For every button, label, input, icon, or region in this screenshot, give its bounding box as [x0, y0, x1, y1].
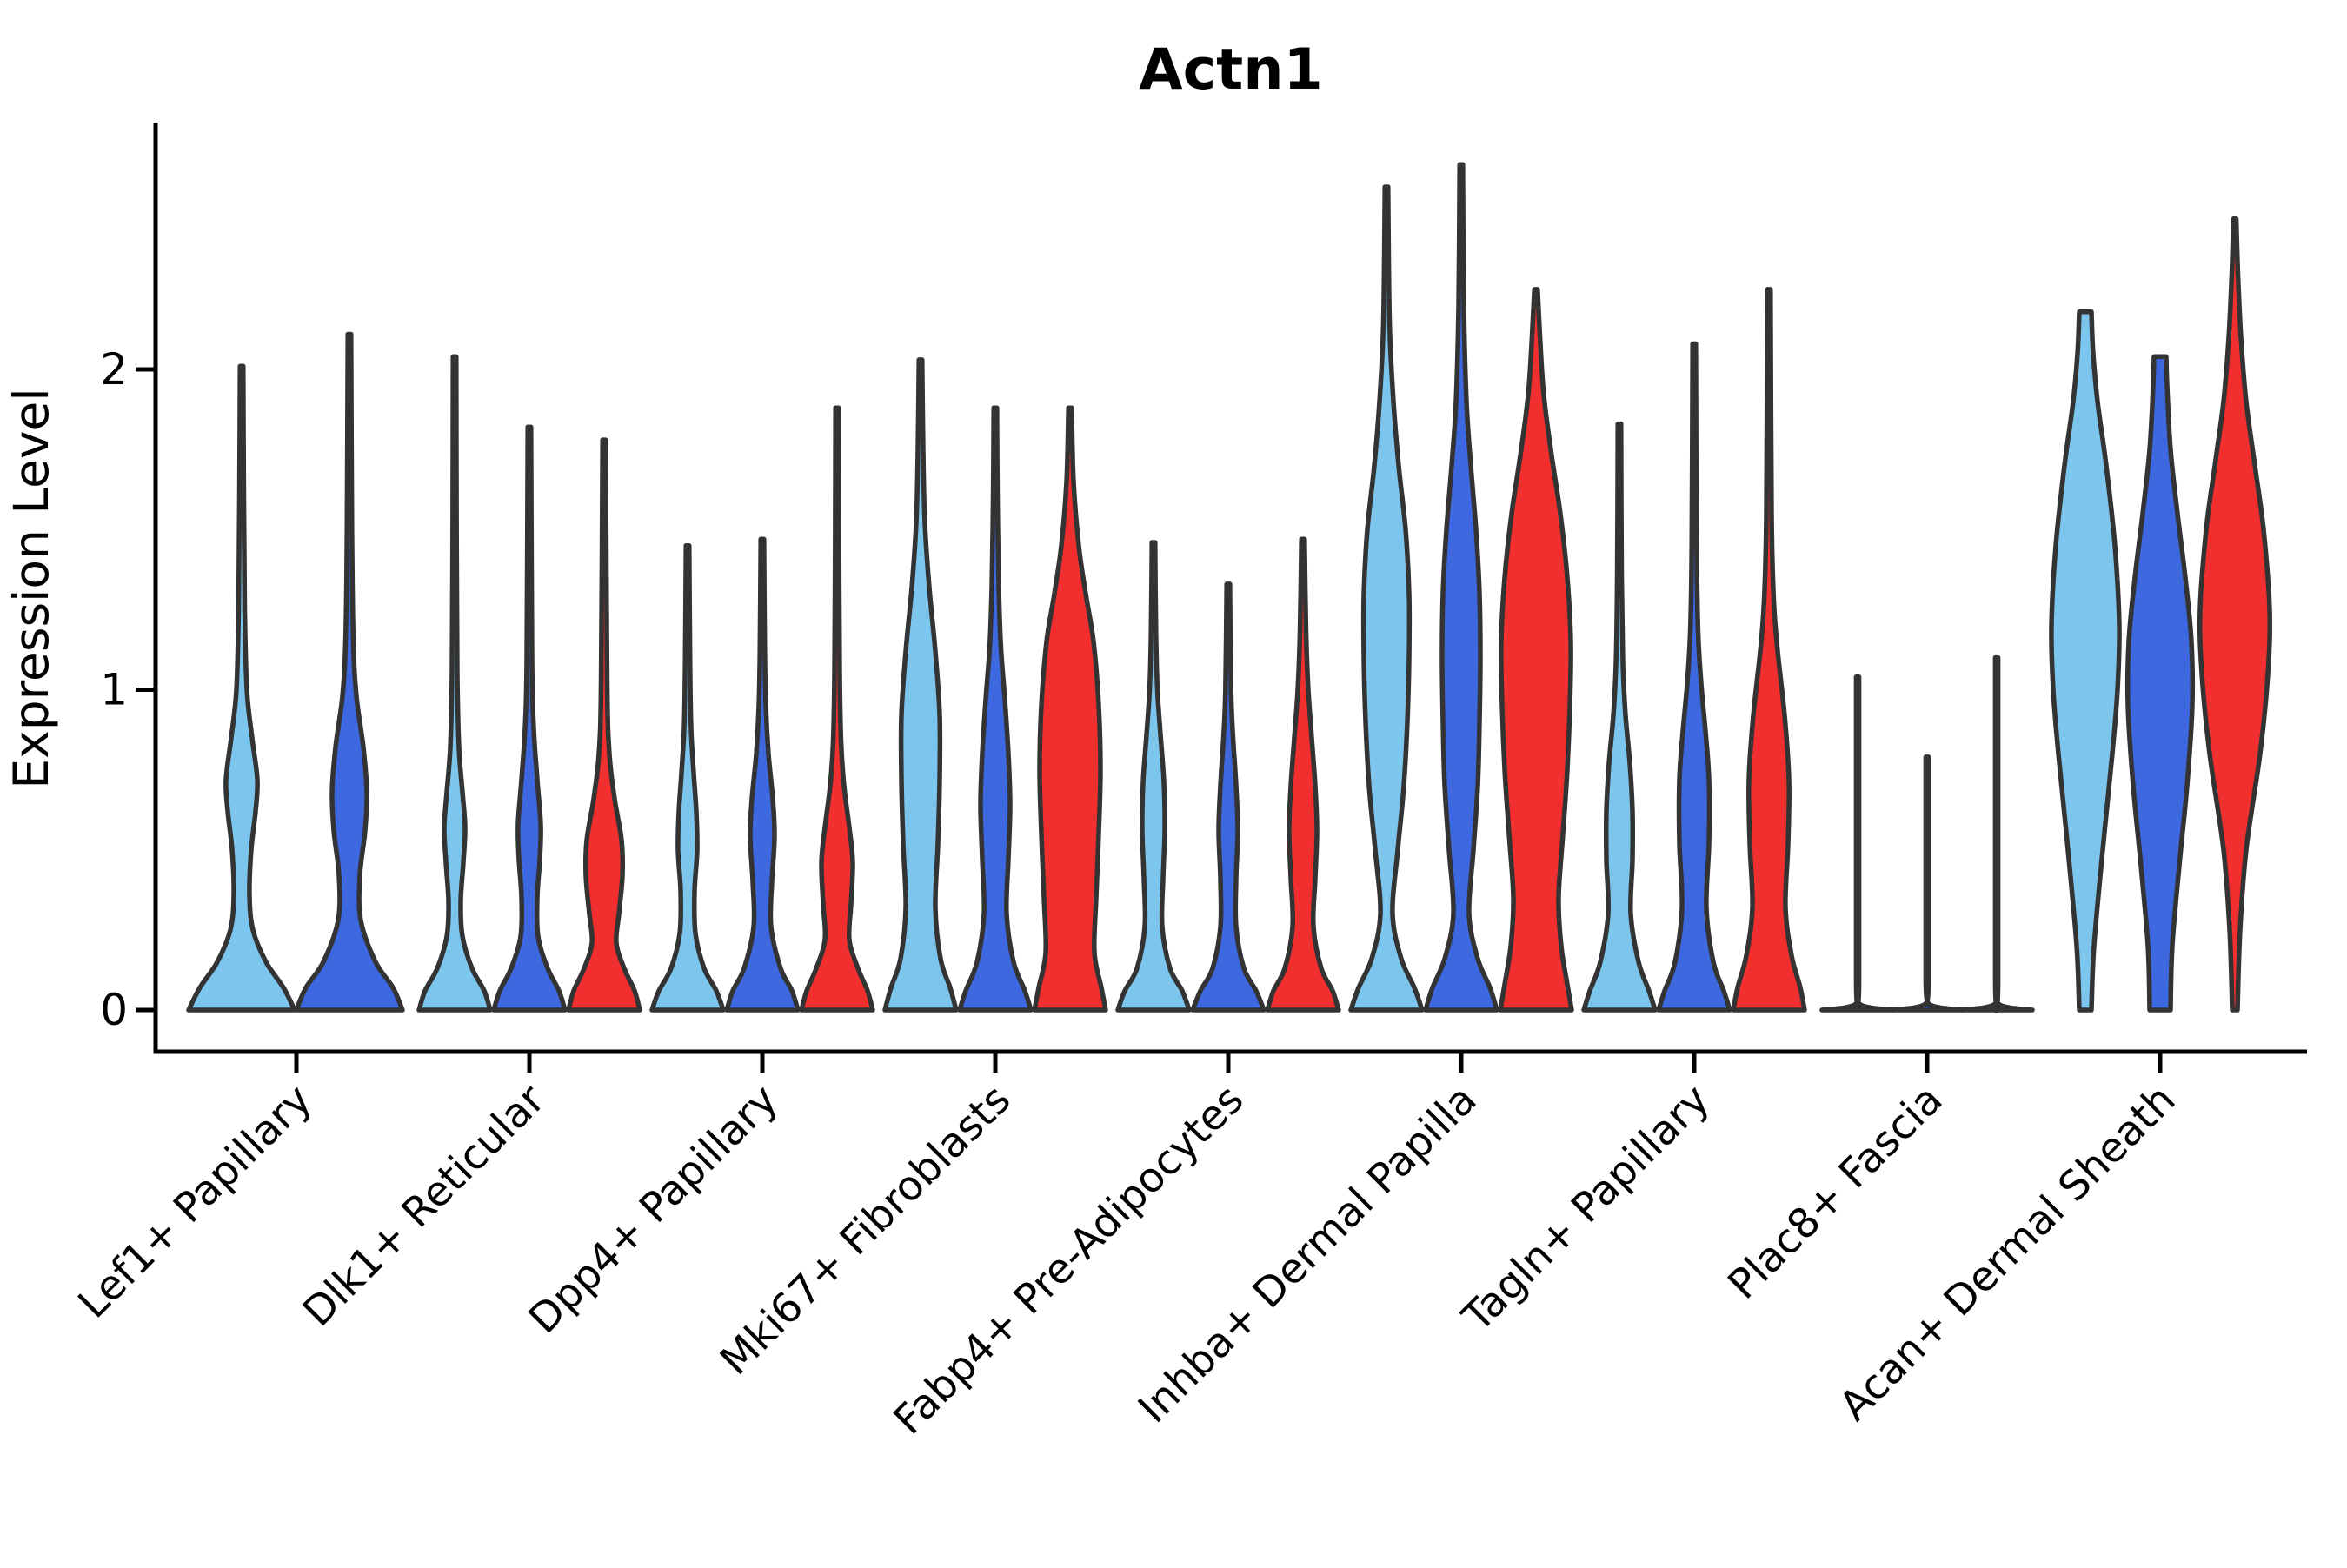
violin-inhba-red [1498, 287, 1574, 1013]
x-tick-label: Dpp4+ Papillary [520, 1076, 788, 1344]
violin-inhba-light_blue [1348, 184, 1425, 1013]
violin-group-1 [186, 331, 405, 1013]
axes-layer: 0 1 2 [100, 123, 2307, 1073]
violin-group-5 [1115, 536, 1341, 1013]
violin-mki67-light_blue [882, 357, 959, 1013]
y-tick-label: 2 [100, 344, 128, 395]
violin-group-6 [1348, 162, 1574, 1013]
violin-mki67-red [1032, 405, 1108, 1013]
violin-plac8-dark_blue [1889, 754, 1965, 1013]
violin-mki67-dark_blue [957, 405, 1034, 1013]
violin-acan-light_blue [2049, 309, 2122, 1013]
violin-inhba-dark_blue [1423, 162, 1499, 1013]
violin-dpp4-red [799, 405, 875, 1013]
violin-group-9 [2049, 216, 2273, 1013]
violin-dlk1-light_blue [416, 354, 493, 1013]
violin-fabp4-red [1265, 536, 1341, 1013]
violin-fabp4-dark_blue [1190, 581, 1267, 1013]
violin-group-2 [416, 354, 642, 1013]
violins-layer [186, 162, 2273, 1013]
violin-dpp4-dark_blue [724, 536, 801, 1013]
violin-acan-red [2197, 216, 2273, 1013]
chart-title: Actn1 [1139, 37, 1322, 103]
violin-group-3 [649, 405, 875, 1013]
violin-acan-dark_blue [2124, 354, 2196, 1013]
y-tick-label: 0 [100, 985, 128, 1035]
violin-dlk1-red [566, 437, 642, 1013]
violin-lef1-dark_blue [294, 331, 405, 1013]
violin-tagln-light_blue [1581, 421, 1658, 1013]
violin-group-7 [1581, 287, 1807, 1013]
violin-group-4 [882, 357, 1108, 1013]
violin-dlk1-dark_blue [491, 424, 568, 1013]
violin-group-8 [1819, 654, 2035, 1013]
y-tick-label: 1 [100, 665, 128, 715]
violin-tagln-dark_blue [1656, 341, 1732, 1013]
violin-dpp4-light_blue [649, 542, 726, 1013]
x-tick-label: Dlk1+ Reticular [294, 1075, 555, 1336]
violin-fabp4-light_blue [1115, 540, 1192, 1013]
x-tick-label: Plac8+ Fascia [1719, 1076, 1952, 1309]
y-axis-label: Expression Level [3, 388, 59, 788]
violin-tagln-red [1731, 287, 1807, 1013]
x-tick-label: Tagln+ Papillary [1453, 1076, 1719, 1342]
x-tick-label: Lef1+ Papillary [70, 1076, 322, 1328]
violin-lef1-light_blue [186, 363, 297, 1013]
violin-plac8-red [1958, 654, 2035, 1013]
violin-plac8-light_blue [1819, 674, 1896, 1013]
